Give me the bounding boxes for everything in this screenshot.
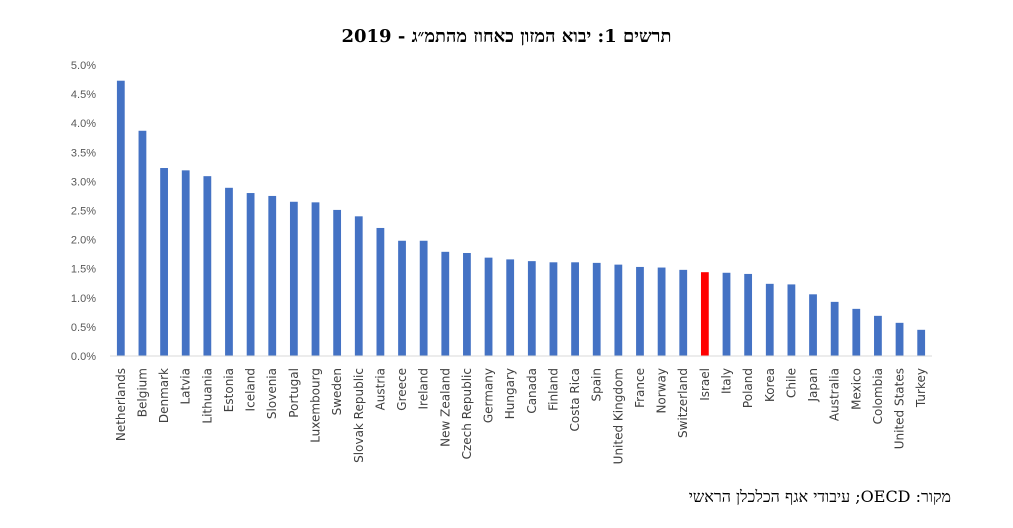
source-note: מקור: OECD; עיבודי אגף הכלכלן הראשי bbox=[688, 487, 951, 506]
bar-chile bbox=[787, 284, 796, 356]
x-tick-label: New Zealand bbox=[438, 368, 452, 447]
x-axis: Netherlands Belgium Denmark Latvia Lithuania… bbox=[110, 355, 932, 464]
bar-israel bbox=[700, 272, 709, 356]
y-tick-label: 1.5% bbox=[71, 264, 96, 276]
x-tick-label: Czech Republic bbox=[460, 368, 474, 459]
x-tick-label: Portugal bbox=[287, 368, 301, 418]
chart-title: תרשים 1: יבוא המזון כאחוז מהתמ״ג - 2019 bbox=[341, 26, 672, 47]
x-tick-label: Belgium bbox=[135, 368, 149, 417]
bar-latvia bbox=[181, 170, 190, 356]
x-tick-label: Latvia bbox=[179, 368, 193, 405]
y-tick-label: 5.0% bbox=[71, 60, 96, 72]
bar-norway bbox=[657, 267, 666, 356]
bar-germany bbox=[484, 257, 493, 356]
x-tick-label: Netherlands bbox=[114, 368, 128, 441]
x-tick-label: United Kingdom bbox=[611, 368, 625, 464]
x-tick-label: Korea bbox=[763, 368, 777, 402]
x-tick-label: Chile bbox=[784, 368, 798, 398]
bar-portugal bbox=[289, 201, 298, 356]
bar-slovak-republic bbox=[354, 216, 363, 356]
x-tick-label: Spain bbox=[590, 368, 604, 402]
bar-mexico bbox=[852, 308, 861, 356]
bar-luxembourg bbox=[311, 202, 320, 356]
x-tick-label: Luxembourg bbox=[309, 368, 323, 443]
y-tick-label: 0.5% bbox=[71, 322, 96, 334]
bar-belgium bbox=[138, 130, 147, 356]
bar-hungary bbox=[506, 259, 515, 356]
x-tick-label: Italy bbox=[720, 368, 734, 394]
bar-spain bbox=[592, 262, 601, 356]
x-tick-label: Germany bbox=[482, 368, 496, 423]
x-tick-label: Slovenia bbox=[265, 368, 279, 419]
x-tick-label: Norway bbox=[655, 368, 669, 414]
y-tick-label: 4.0% bbox=[71, 118, 96, 130]
x-tick-label: Turkey bbox=[914, 368, 928, 408]
bar-australia bbox=[830, 301, 839, 356]
bar-iceland bbox=[246, 193, 255, 356]
bar-united-kingdom bbox=[614, 264, 623, 356]
y-tick-label: 0.0% bbox=[71, 351, 96, 363]
bar-new-zealand bbox=[441, 251, 450, 356]
x-tick-label: Finland bbox=[546, 368, 560, 411]
x-tick-label: Japan bbox=[806, 368, 820, 402]
bar-slovenia bbox=[268, 195, 277, 356]
bar-costa-rica bbox=[571, 262, 579, 356]
bar-denmark bbox=[160, 168, 168, 356]
bar-japan bbox=[809, 294, 817, 356]
x-tick-label: Israel bbox=[698, 368, 712, 401]
bar-korea bbox=[765, 283, 774, 356]
bar-sweden bbox=[333, 209, 342, 356]
bar-ireland bbox=[419, 240, 428, 356]
x-tick-label: Switzerland bbox=[676, 368, 690, 438]
x-tick-label: Australia bbox=[828, 368, 842, 421]
bar-greece bbox=[398, 240, 406, 356]
x-tick-label: Canada bbox=[525, 368, 539, 414]
x-tick-label: Poland bbox=[741, 368, 755, 408]
y-tick-label: 2.0% bbox=[71, 235, 96, 247]
x-tick-label: Lithuania bbox=[200, 368, 214, 424]
bar-finland bbox=[549, 262, 558, 356]
y-axis: 0.0% 0.5% 1.0% 1.5% 2.0% 2.5% 3.0% 3.5% 4.0% 4.5%… bbox=[71, 60, 96, 363]
bar-austria bbox=[376, 227, 385, 356]
bar-czech-republic bbox=[463, 252, 471, 356]
x-tick-label: Ireland bbox=[417, 368, 431, 410]
x-tick-label: Slovak Republic bbox=[352, 368, 366, 463]
bar-estonia bbox=[225, 187, 233, 356]
y-tick-label: 4.5% bbox=[71, 89, 96, 101]
y-tick-label: 3.5% bbox=[71, 147, 96, 159]
x-tick-label: Estonia bbox=[222, 368, 236, 412]
x-tick-label: Iceland bbox=[244, 368, 258, 411]
bar-france bbox=[636, 266, 644, 356]
bar-colombia bbox=[874, 315, 882, 356]
y-tick-label: 1.0% bbox=[71, 293, 96, 305]
bar-canada bbox=[527, 261, 536, 356]
bar-italy bbox=[722, 272, 731, 356]
x-tick-label: France bbox=[633, 368, 647, 408]
x-tick-label: United States bbox=[893, 368, 907, 449]
bar-united-states bbox=[895, 322, 904, 356]
bar-turkey bbox=[917, 329, 926, 356]
x-tick-label: Costa Rica bbox=[568, 368, 582, 431]
bar-netherlands bbox=[116, 80, 125, 357]
x-tick-label: Greece bbox=[395, 368, 409, 411]
x-tick-label: Mexico bbox=[849, 368, 863, 410]
bars bbox=[116, 80, 926, 357]
x-tick-label: Colombia bbox=[871, 368, 885, 424]
bar-switzerland bbox=[679, 269, 688, 356]
bar-lithuania bbox=[203, 176, 212, 356]
y-tick-label: 3.0% bbox=[71, 176, 96, 188]
x-tick-label: Sweden bbox=[330, 368, 344, 415]
y-tick-label: 2.5% bbox=[71, 206, 96, 218]
x-tick-label: Austria bbox=[373, 368, 387, 410]
bar-poland bbox=[744, 273, 753, 356]
x-tick-label: Denmark bbox=[157, 368, 171, 423]
x-tick-label: Hungary bbox=[503, 368, 517, 419]
